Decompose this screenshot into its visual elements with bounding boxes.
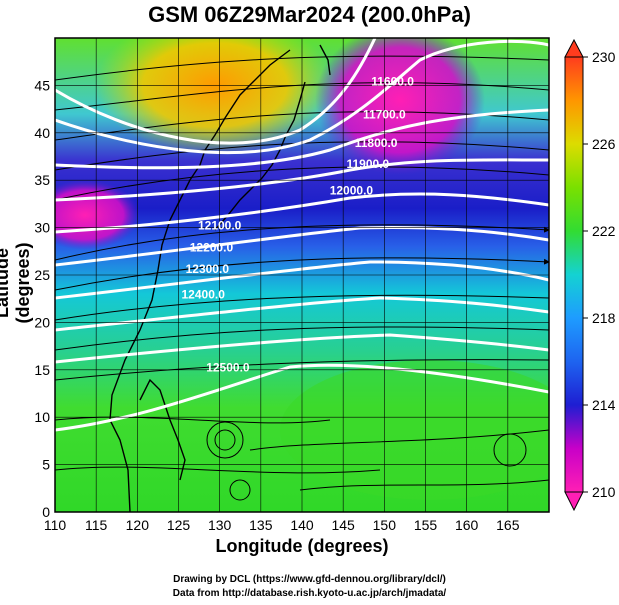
x-tick-label: 150 — [373, 517, 397, 533]
x-tick-label: 110 — [44, 517, 67, 533]
colorbar-tick-label: 222 — [592, 223, 616, 239]
map-title: GSM 06Z29Mar2024 (200.0hPa) — [148, 2, 471, 27]
y-tick-label: 5 — [42, 457, 50, 473]
coastlines — [109, 44, 331, 512]
contour-label: 12400.0 — [182, 288, 226, 302]
plot-frame — [54, 37, 550, 513]
wind-streamlines — [55, 55, 549, 501]
credit-drawing: Drawing by DCL (https://www.gfd-dennou.o… — [173, 574, 446, 585]
colorbar-tick-label: 210 — [592, 484, 616, 500]
x-tick-label: 165 — [496, 517, 520, 533]
colorbar: 210 214 218 222 226 230 — [564, 38, 616, 512]
x-tick-label: 125 — [167, 517, 191, 533]
contour-label: 11700.0 — [363, 108, 406, 122]
x-tick-label: 120 — [126, 517, 150, 533]
temperature-shading — [55, 38, 549, 512]
y-tick-label: 10 — [34, 409, 50, 425]
contour-label: 11800.0 — [355, 136, 398, 150]
contour-label: 12000.0 — [330, 183, 374, 197]
x-tick-label: 140 — [290, 517, 314, 533]
contour-labels: 11600.0 11700.0 11800.0 11900.0 12000.0 12100… — [182, 74, 415, 374]
y-tick-label: 40 — [34, 125, 50, 141]
x-tick-label: 145 — [331, 517, 355, 533]
contour-label: 12500.0 — [206, 361, 250, 375]
y-tick-labels: 0 5 10 15 20 25 30 35 40 45 — [34, 77, 50, 520]
colorbar-tick-label: 214 — [592, 397, 616, 413]
y-tick-label: 15 — [34, 362, 50, 378]
x-axis-label: Longitude (degrees) — [215, 536, 389, 556]
height-contours — [55, 38, 549, 432]
y-tick-label: 20 — [34, 314, 50, 330]
colorbar-tick-label: 218 — [592, 310, 616, 326]
y-tick-label: 45 — [34, 77, 50, 93]
y-tick-label: 0 — [42, 504, 50, 520]
contour-label: 12300.0 — [186, 262, 230, 276]
y-axis-label: Latitude (degrees) — [0, 242, 33, 324]
contour-label: 12200.0 — [190, 240, 234, 254]
grid — [54, 38, 549, 513]
x-tick-label: 155 — [414, 517, 438, 533]
y-tick-label: 25 — [34, 267, 50, 283]
colorbar-tick-label: 230 — [592, 49, 616, 65]
y-tick-label: 35 — [34, 172, 50, 188]
contour-label: 11600.0 — [371, 74, 414, 88]
contour-label: 11900.0 — [347, 157, 390, 171]
x-tick-labels: 110 115 120 125 130 135 140 145 150 155 160 165 — [44, 517, 520, 533]
x-tick-label: 160 — [455, 517, 479, 533]
y-tick-label: 30 — [34, 220, 50, 236]
colorbar-max-arrow — [564, 38, 584, 58]
credit-data: Data from http://database.rish.kyoto-u.a… — [172, 588, 447, 599]
colorbar-tick-label: 226 — [592, 136, 616, 152]
contour-label: 12100.0 — [198, 218, 242, 232]
x-tick-label: 135 — [249, 517, 273, 533]
colorbar-min-arrow — [564, 491, 584, 512]
x-tick-label: 130 — [208, 517, 232, 533]
x-tick-label: 115 — [85, 517, 108, 533]
colorbar-scale — [564, 56, 584, 493]
